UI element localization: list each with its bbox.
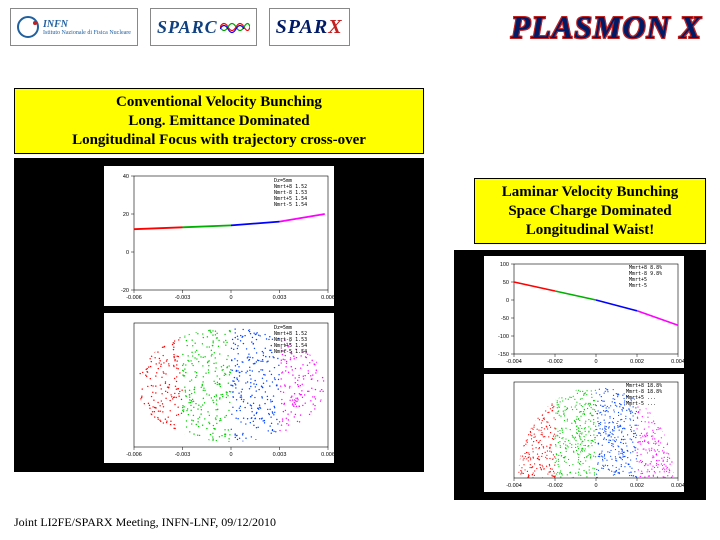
svg-text:Mmrt-5 ...: Mmrt-5 ... — [626, 401, 656, 407]
plot-right-top: -0.004 -0.002 0 0.002 0.004 -150 -100 -50 0 50 100… — [484, 256, 684, 368]
svg-text:0: 0 — [594, 359, 597, 365]
svg-text:0: 0 — [126, 250, 129, 256]
caption-right-line1: Laminar Velocity Bunching — [483, 183, 697, 202]
sparc-logo-box: SPARC — [150, 8, 257, 46]
sparx-x: X — [328, 16, 342, 38]
svg-text:Nmrt-5 1.54: Nmrt-5 1.54 — [274, 202, 307, 208]
sparc-logo: SPARC — [157, 17, 250, 38]
header: INFN Istituto Nazionale di Fisica Nuclea… — [0, 0, 720, 52]
caption-conventional: Conventional Velocity Bunching Long. Emi… — [14, 88, 424, 154]
svg-text:0.003: 0.003 — [273, 295, 287, 301]
sparc-text: SPARC — [157, 17, 218, 38]
caption-laminar: Laminar Velocity Bunching Space Charge D… — [474, 178, 706, 244]
svg-text:-20: -20 — [121, 288, 129, 294]
svg-text:-0.002: -0.002 — [547, 359, 563, 365]
svg-text:0.006: 0.006 — [321, 452, 334, 458]
svg-text:-100: -100 — [498, 334, 509, 340]
svg-text:-150: -150 — [498, 352, 509, 358]
caption-left-line1: Conventional Velocity Bunching — [23, 93, 415, 112]
svg-text:0: 0 — [229, 295, 232, 301]
svg-text:-50: -50 — [501, 316, 509, 322]
svg-text:0.004: 0.004 — [671, 483, 684, 489]
infn-ring-icon — [17, 16, 39, 38]
infn-subtitle: Istituto Nazionale di Fisica Nucleare — [43, 30, 131, 36]
caption-left-line3: Longitudinal Focus with trajectory cross… — [23, 131, 415, 150]
svg-text:Nmrt-5 1.54: Nmrt-5 1.54 — [274, 349, 307, 355]
infn-title: INFN — [43, 19, 131, 30]
sparx-prefix: SPAR — [276, 16, 329, 38]
panel-conventional: -0.006-0.00300.0030.006-2002040Dz=5mmNmr… — [14, 158, 424, 472]
svg-text:-0.006: -0.006 — [126, 452, 142, 458]
svg-text:20: 20 — [123, 212, 129, 218]
plot-left-bottom: -0.006-0.00300.0030.006Dz=5mmNmrt+8 1.52… — [104, 313, 334, 463]
svg-text:100: 100 — [500, 262, 509, 268]
sparc-wave-icon — [220, 20, 250, 34]
svg-text:-0.003: -0.003 — [175, 452, 191, 458]
svg-text:0.003: 0.003 — [273, 452, 287, 458]
sparx-logo: SPARX — [276, 16, 343, 39]
infn-logo: INFN Istituto Nazionale di Fisica Nuclea… — [17, 16, 131, 38]
caption-right-line2: Space Charge Dominated — [483, 202, 697, 221]
plot-left-top: -0.006-0.00300.0030.006-2002040Dz=5mmNmr… — [104, 166, 334, 306]
svg-text:50: 50 — [503, 280, 509, 286]
svg-text:0.006: 0.006 — [321, 295, 334, 301]
plasmon-title: PLASMON X — [511, 9, 710, 46]
svg-text:0: 0 — [506, 298, 509, 304]
svg-text:0.002: 0.002 — [630, 359, 644, 365]
footer-text: Joint LI2FE/SPARX Meeting, INFN-LNF, 09/… — [14, 515, 276, 530]
caption-left-line2: Long. Emittance Dominated — [23, 112, 415, 131]
svg-text:-0.004: -0.004 — [506, 483, 522, 489]
caption-right-line3: Longitudinal Waist! — [483, 221, 697, 240]
svg-text:0.002: 0.002 — [630, 483, 644, 489]
svg-text:-0.006: -0.006 — [126, 295, 142, 301]
panel-laminar: -0.004 -0.002 0 0.002 0.004 -150 -100 -50 0 50 100… — [454, 250, 706, 500]
svg-text:-0.004: -0.004 — [506, 359, 522, 365]
svg-text:0: 0 — [594, 483, 597, 489]
svg-text:-0.003: -0.003 — [175, 295, 191, 301]
svg-text:40: 40 — [123, 174, 129, 180]
infn-logo-box: INFN Istituto Nazionale di Fisica Nuclea… — [10, 8, 138, 46]
svg-text:-0.002: -0.002 — [547, 483, 563, 489]
svg-text:0.004: 0.004 — [671, 359, 684, 365]
plot-right-bottom: -0.004-0.00200.0020.004Mmrt+8 18.8%Mmrt-… — [484, 374, 684, 492]
svg-text:0: 0 — [229, 452, 232, 458]
svg-text:Mmrt-5: Mmrt-5 — [629, 283, 647, 289]
sparx-logo-box: SPARX — [269, 8, 350, 46]
